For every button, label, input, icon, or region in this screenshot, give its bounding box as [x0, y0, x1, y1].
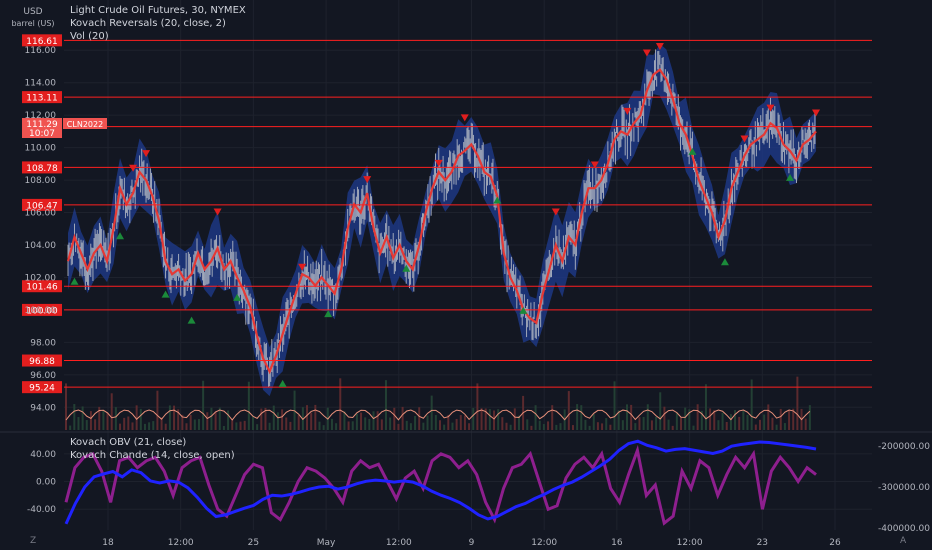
symbol-label: CLN2022: [67, 120, 103, 129]
reversal-down-marker: [623, 107, 632, 115]
reversal-markers: [70, 42, 820, 387]
level-label-box: [22, 303, 62, 316]
legend-kovach-chande[interactable]: Kovach Chande (14, close, open): [70, 450, 235, 461]
reversal-down-marker: [642, 49, 651, 57]
level-label-box: [22, 91, 62, 104]
reversal-down-marker: [142, 150, 151, 158]
reversal-up-marker: [720, 258, 729, 266]
x-tick-label: 12:00: [168, 538, 194, 548]
reversal-down-marker: [363, 176, 372, 184]
reversal-down-marker: [812, 109, 820, 117]
reversal-up-marker: [688, 147, 697, 155]
right-tick-label: -400000.00: [878, 524, 930, 534]
right-tick-label: -200000.00: [878, 442, 930, 452]
reversal-down-marker: [551, 208, 560, 216]
level-label: 108.78: [26, 164, 58, 174]
reversal-down-marker: [740, 135, 749, 143]
x-tick-label: 26: [829, 538, 841, 548]
reversal-up-marker: [116, 232, 125, 240]
legend-kovach-obv[interactable]: Kovach OBV (21, close): [70, 437, 187, 448]
volume-bars: [65, 376, 811, 430]
timezone-icon[interactable]: Z: [30, 536, 37, 546]
chart-title[interactable]: Light Crude Oil Futures, 30, NYMEX: [70, 5, 246, 16]
reversal-up-marker: [233, 293, 242, 301]
level-label-box: [22, 280, 62, 293]
reversal-down-marker: [434, 159, 443, 167]
level-label-box: [22, 381, 62, 394]
measure-unit-button[interactable]: barrel (US): [11, 19, 55, 28]
level-label-box: [22, 34, 62, 47]
bar-countdown: 10:07: [29, 129, 55, 139]
x-tick-label: May: [317, 538, 336, 548]
last-price-value: 111.29: [26, 120, 58, 130]
chande-series: [64, 444, 817, 526]
obv-series: [64, 439, 817, 525]
y-tick-label: 112.00: [25, 111, 57, 121]
level-label: 106.47: [26, 201, 58, 211]
reversal-up-marker: [324, 310, 333, 318]
reversal-up-marker: [187, 316, 196, 324]
reversal-down-marker: [655, 42, 664, 50]
reversal-down-marker: [460, 114, 469, 122]
x-tick-label: 12:00: [677, 538, 703, 548]
reversal-down-marker: [766, 104, 775, 112]
y-tick-label: 100.00: [25, 306, 57, 316]
reversal-up-marker: [70, 277, 79, 285]
symbol-box: [63, 118, 107, 129]
level-label-box: [22, 354, 62, 367]
level-label-box: [22, 161, 62, 174]
reversal-up-marker: [493, 196, 502, 204]
currency-unit-button[interactable]: USD: [23, 7, 43, 17]
x-tick-label: 25: [248, 538, 259, 548]
left-tick-label: 0.00: [36, 478, 56, 488]
y-tick-label: 116.00: [25, 46, 57, 56]
reversal-up-marker: [519, 306, 528, 314]
legend-volume[interactable]: Vol (20): [70, 31, 109, 42]
left-tick-label: -40.00: [27, 505, 56, 515]
last-price-badge: 111.29 10:07 CLN2022: [22, 118, 107, 139]
x-tick-label: 23: [757, 538, 768, 548]
y-tick-label: 94.00: [30, 403, 56, 413]
y-tick-label: 110.00: [25, 144, 57, 154]
price-axis[interactable]: 116.00 114.00 112.00 110.00 108.00 106.00 104.…: [25, 46, 57, 413]
reversal-down-marker: [298, 263, 307, 271]
level-label: 100.00: [26, 306, 58, 316]
x-tick-label: 18: [102, 538, 114, 548]
y-tick-label: 102.00: [25, 273, 57, 283]
time-axis[interactable]: 18 12:00 25 May 12:00 9 12:00 16 12:00 23 26: [102, 538, 841, 548]
reversal-up-marker: [278, 379, 287, 387]
x-tick-label: 9: [469, 538, 475, 548]
y-tick-label: 114.00: [25, 79, 57, 89]
volume-ma-line: [65, 409, 811, 421]
level-label: 101.46: [26, 283, 58, 293]
reversal-up-marker: [161, 290, 170, 298]
level-label: 116.61: [26, 37, 58, 47]
y-tick-label: 104.00: [25, 241, 57, 251]
x-tick-label: 12:00: [386, 538, 412, 548]
level-label-box: [22, 198, 62, 211]
y-tick-label: 106.00: [25, 209, 57, 219]
y-tick-label: 108.00: [25, 176, 57, 186]
right-tick-label: -300000.00: [878, 483, 930, 493]
x-tick-label: 12:00: [531, 538, 557, 548]
oscillator-right-axis: -200000.00 -300000.00 -400000.00: [878, 442, 930, 534]
auto-scale-icon[interactable]: A: [900, 536, 907, 546]
level-label: 96.88: [29, 357, 55, 367]
legend-kovach-reversals[interactable]: Kovach Reversals (20, close, 2): [70, 18, 226, 29]
last-price-box: [22, 118, 62, 138]
y-tick-label: 98.00: [30, 338, 56, 348]
reversal-down-marker: [590, 161, 599, 169]
reversal-down-marker: [129, 164, 138, 172]
reversal-up-marker: [785, 173, 794, 181]
oscillator-left-axis: 40.00 0.00 -40.00: [27, 450, 56, 515]
reversal-up-marker: [402, 264, 411, 272]
y-tick-label: 96.00: [30, 371, 56, 381]
level-label: 95.24: [29, 384, 55, 394]
reversal-down-marker: [213, 208, 222, 216]
level-label: 113.11: [26, 94, 58, 104]
left-tick-label: 40.00: [30, 450, 56, 460]
x-tick-label: 16: [611, 538, 623, 548]
